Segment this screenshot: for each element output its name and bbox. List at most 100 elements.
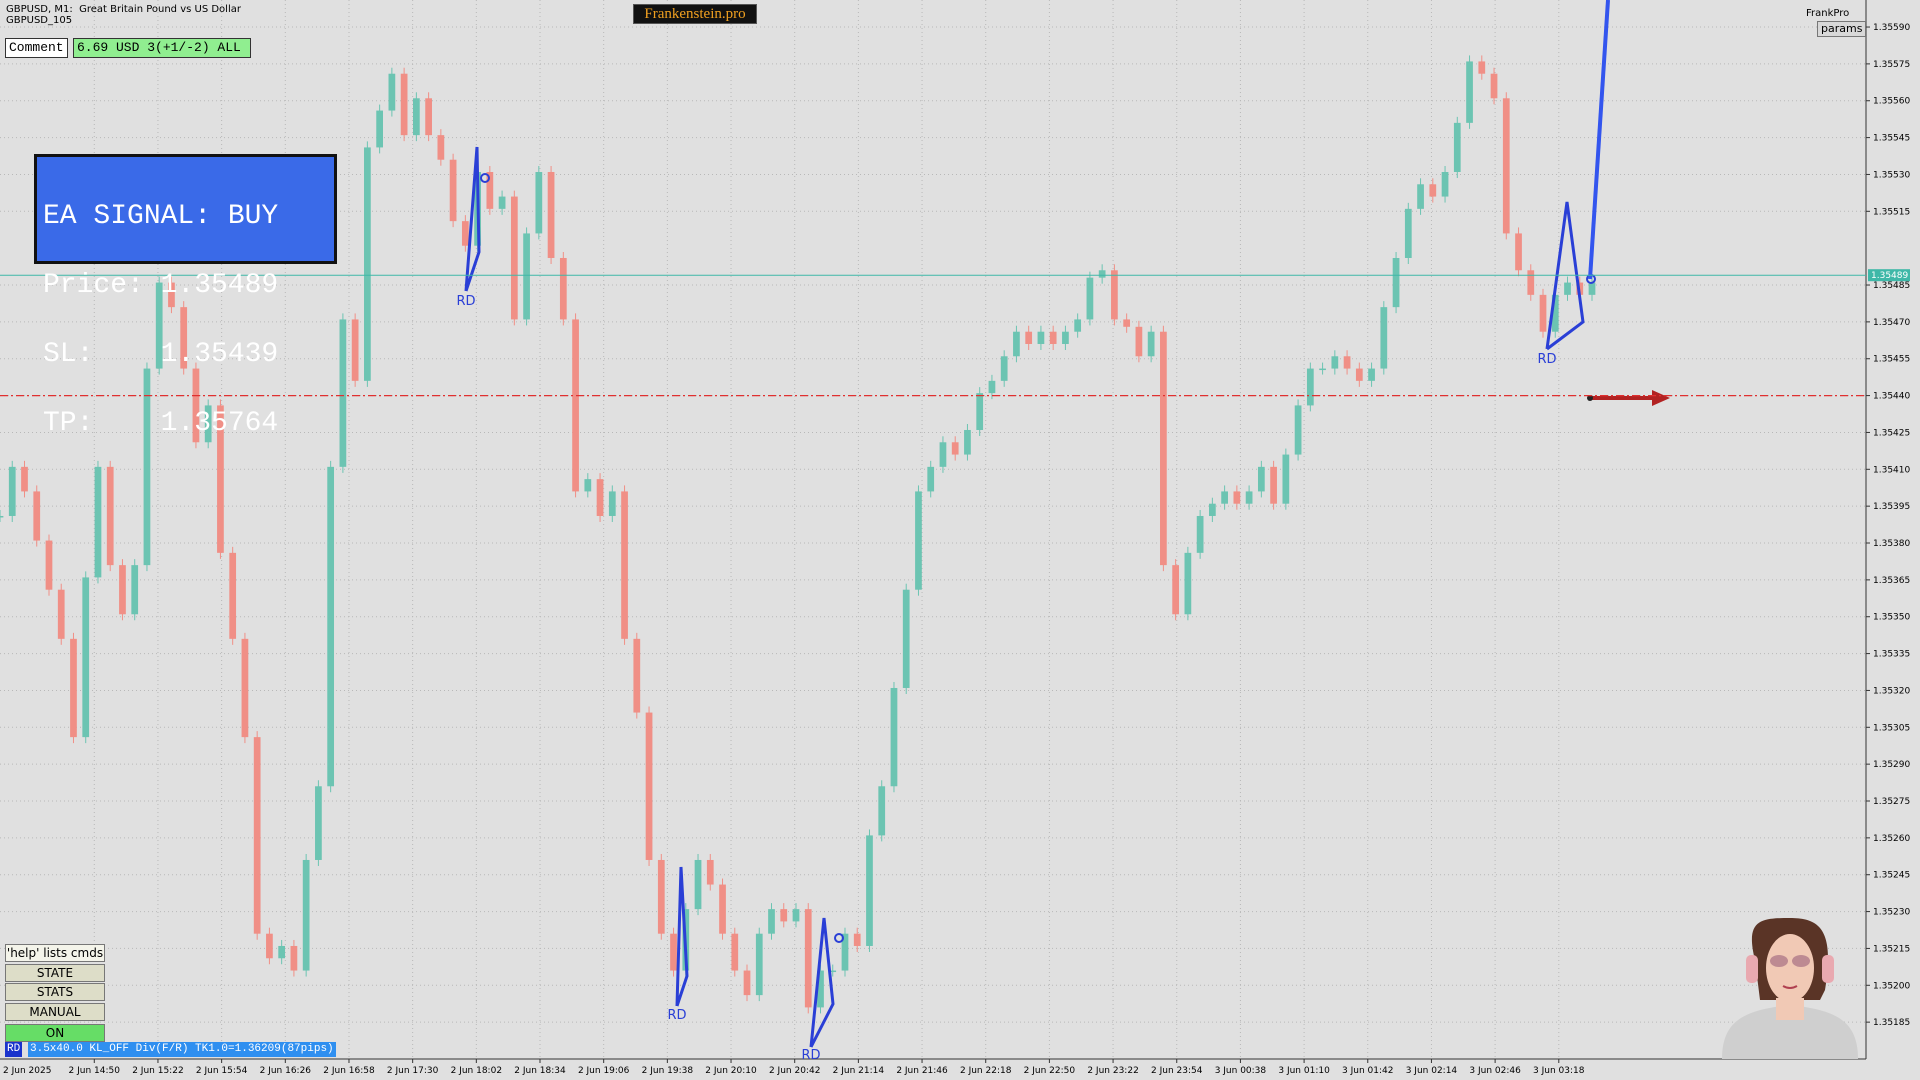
x-tick-label: 2 Jun 23:22 [1087,1066,1138,1076]
help-button[interactable]: 'help' lists cmds [5,944,105,962]
candle [1417,184,1424,209]
candle [510,196,518,320]
candle [155,282,163,369]
x-tick-label: 2 Jun 19:06 [578,1066,630,1076]
manual-button[interactable]: MANUAL [5,1003,105,1021]
candle [45,540,53,590]
candle [1221,491,1228,504]
candle [596,479,604,516]
stats-button[interactable]: STATS [5,983,105,1001]
candle [1074,319,1082,332]
candle [1049,331,1057,344]
candle [792,909,800,922]
candle [1355,368,1363,381]
candle [388,73,396,111]
signal-line: Price: 1.35489 [43,270,279,301]
candle [217,405,224,553]
pattern-label: RD [667,1008,686,1023]
candle [1502,98,1510,234]
signal-line: SL: 1.35439 [43,339,279,370]
avatar-mouth [1782,985,1798,989]
candle [1135,326,1143,357]
x-tick-label: 2 Jun 16:26 [260,1066,312,1076]
candle [315,786,322,860]
account-label: GBPUSD_105 [6,15,73,26]
avatar-glasses [1792,955,1810,967]
symbol-label: GBPUSD, M1: Great Britain Pound vs US Do… [6,4,241,15]
candle [1527,270,1535,295]
candle [780,909,788,922]
candle [290,945,298,971]
pattern [464,146,481,292]
candle [645,712,653,860]
y-tick-label: 1.35245 [1873,871,1910,881]
candle [1588,282,1596,295]
current-price-tag [1868,269,1910,282]
candle [1319,368,1326,371]
pattern [675,866,689,1007]
signal-panel: EA SIGNAL: BUY Price: 1.35489 SL: 1.3543… [34,154,337,438]
candle [890,687,898,787]
candle [1466,61,1473,123]
candle [927,466,935,492]
candle [768,909,775,934]
candle [1441,171,1449,197]
x-tick-label: 2 Jun 20:10 [705,1066,757,1076]
y-tick-label: 1.35350 [1873,613,1910,623]
candle [915,491,922,590]
candle [853,933,861,946]
candle [413,98,420,136]
y-tick-label: 1.35260 [1873,834,1910,844]
candle [804,909,812,1008]
pattern [809,917,835,1048]
candle [1086,277,1094,320]
x-tick-label: 3 Jun 02:14 [1406,1066,1458,1076]
candle [376,110,383,148]
x-tick-label: 2 Jun 22:50 [1024,1066,1076,1076]
x-tick-label: 2 Jun 17:30 [387,1066,439,1076]
params-button[interactable]: params [1817,21,1867,37]
candle [694,859,702,910]
candle [302,859,310,971]
candle [119,565,126,615]
x-tick-label: 2 Jun 21:14 [833,1066,885,1076]
candle [143,368,151,566]
avatar-headphone [1746,955,1758,983]
state-button[interactable]: STATE [5,964,105,982]
candle [1172,565,1179,615]
candle [902,589,910,688]
y-tick-label: 1.35470 [1873,318,1910,328]
candle [94,466,102,578]
candle [535,171,543,234]
pattern-label: RD [1537,352,1556,367]
candle [351,319,359,381]
y-tick-label: 1.35230 [1873,908,1910,918]
avatar-face [1766,934,1814,1002]
candle [817,970,824,1008]
x-tick-label: 2 Jun 2025 [3,1066,51,1076]
candle [878,786,886,836]
candle [939,442,947,467]
candle [364,147,371,381]
candle [1343,356,1351,369]
candle [755,933,763,996]
candle [1013,331,1020,357]
y-tick-label: 1.35530 [1873,170,1910,180]
on-button[interactable]: ON [5,1024,105,1042]
candle [1037,331,1045,344]
candle [70,638,77,738]
candle [633,638,641,713]
candle [621,491,628,639]
x-tick-label: 2 Jun 19:38 [642,1066,694,1076]
candle [449,159,457,222]
candle [1209,503,1216,516]
candle [1331,356,1339,369]
x-tick-label: 2 Jun 15:22 [132,1066,183,1076]
target-arrow [1587,390,1670,406]
candle [1111,270,1118,320]
projection-line [1588,0,1610,280]
candle [168,282,175,308]
candle [706,859,714,885]
arrow-anchor [1587,395,1593,401]
